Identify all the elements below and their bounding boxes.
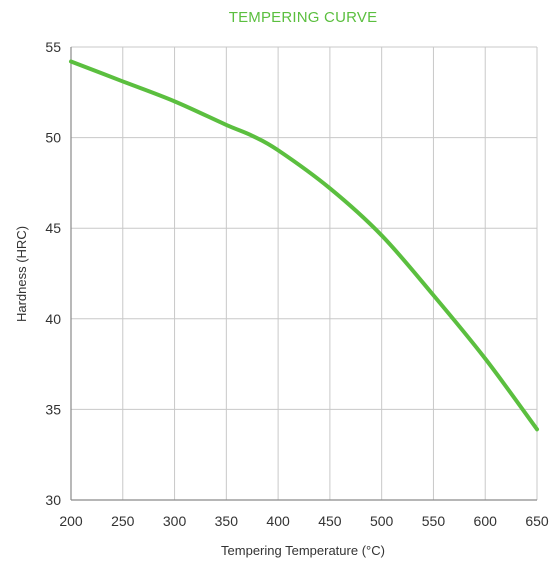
y-tick-label: 55	[45, 39, 61, 55]
series-layer	[69, 59, 539, 432]
y-tick-label: 40	[45, 311, 61, 327]
y-tick-label: 30	[45, 492, 61, 508]
chart-title: TEMPERING CURVE	[229, 9, 378, 26]
x-tick-labels: 200 250 300 350 400 450 500 550 600 650	[59, 513, 549, 529]
y-axis-title: Hardness (HRC)	[14, 226, 29, 322]
y-tick-label: 45	[45, 220, 61, 236]
x-tick-label: 500	[370, 513, 394, 529]
x-tick-label: 300	[163, 513, 187, 529]
x-tick-label: 600	[474, 513, 498, 529]
y-tick-labels: 30 35 40 45 50 55	[45, 39, 61, 508]
x-tick-label: 550	[422, 513, 446, 529]
x-tick-label: 450	[318, 513, 342, 529]
x-tick-label: 250	[111, 513, 135, 529]
x-tick-label: 400	[266, 513, 290, 529]
y-tick-label: 35	[45, 401, 61, 417]
grid-lines	[71, 46, 538, 500]
x-tick-label: 650	[525, 513, 549, 529]
x-tick-label: 350	[215, 513, 239, 529]
x-axis-title: Tempering Temperature (°C)	[221, 543, 385, 558]
y-tick-label: 50	[45, 130, 61, 146]
x-tick-label: 200	[59, 513, 83, 529]
hardness-curve-line	[69, 59, 539, 432]
axes	[70, 47, 537, 501]
